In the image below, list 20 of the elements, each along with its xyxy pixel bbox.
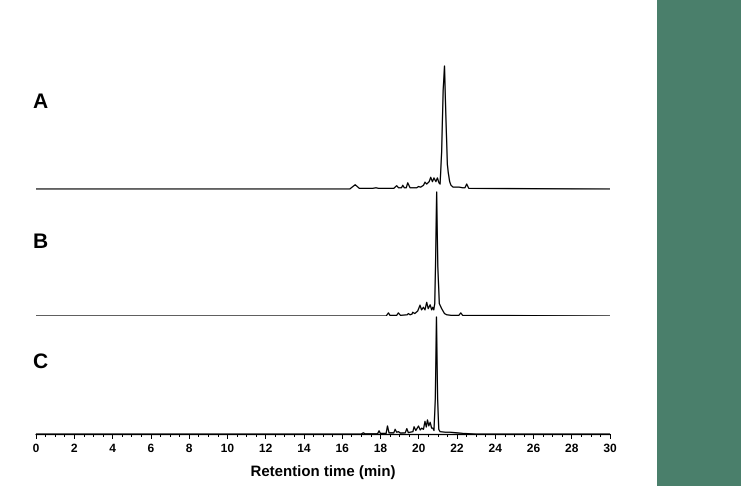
text: A [33, 90, 48, 113]
text: C [33, 350, 48, 373]
x-tick-label: 6 [147, 441, 154, 455]
x-tick-label: 14 [297, 441, 311, 455]
x-tick-label: 26 [526, 441, 540, 455]
x-tick-label: 20 [412, 441, 426, 455]
x-tick-label: 12 [258, 441, 273, 455]
x-tick-label: 22 [450, 441, 464, 455]
x-tick-label: 28 [565, 441, 579, 455]
x-tick-label: 10 [220, 441, 234, 455]
x-tick-label: 4 [109, 441, 116, 455]
x-tick-label: 30 [603, 441, 617, 455]
x-tick-label: 16 [335, 441, 350, 455]
x-tick-label: 8 [186, 441, 193, 455]
x-tick-label: 18 [374, 441, 388, 455]
x-axis-title: Retention time (min) [250, 463, 396, 480]
text: B [33, 230, 48, 253]
x-tick-label: 0 [32, 441, 40, 455]
x-tick-label: 24 [488, 441, 502, 455]
x-tick-label: 2 [70, 441, 78, 455]
